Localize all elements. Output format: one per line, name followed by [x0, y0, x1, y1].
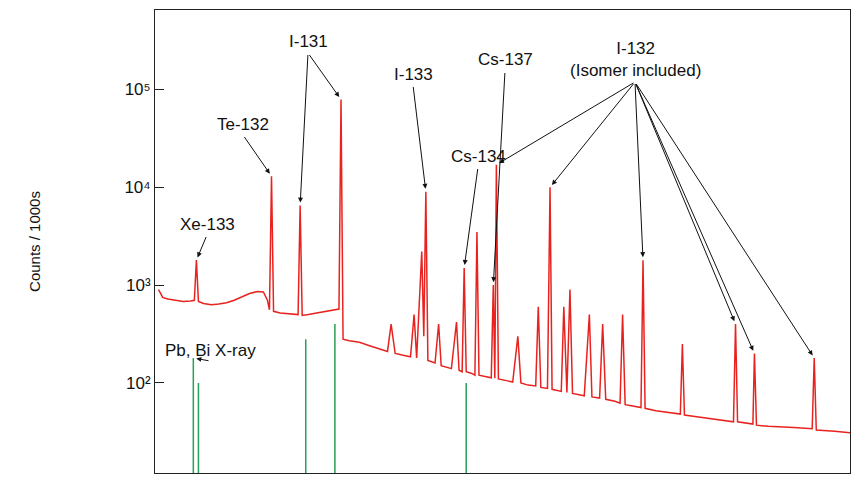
svg-text:Te-132: Te-132 — [217, 115, 269, 134]
svg-text:10⁵: 10⁵ — [125, 80, 151, 99]
svg-text:Cs-134: Cs-134 — [451, 147, 506, 166]
svg-text:Xe-133: Xe-133 — [180, 215, 235, 234]
svg-text:I-132(Isomer included): I-132(Isomer included) — [570, 39, 701, 80]
svg-text:Pb, Bi X-ray: Pb, Bi X-ray — [165, 341, 256, 360]
svg-text:Cs-137: Cs-137 — [478, 50, 533, 69]
svg-text:10³: 10³ — [126, 276, 151, 295]
svg-text:I-133: I-133 — [394, 65, 433, 84]
svg-text:10⁴: 10⁴ — [124, 178, 150, 197]
svg-text:10²: 10² — [126, 374, 151, 393]
svg-text:I-131: I-131 — [289, 32, 328, 51]
svg-text:Counts / 1000s: Counts / 1000s — [26, 191, 43, 292]
